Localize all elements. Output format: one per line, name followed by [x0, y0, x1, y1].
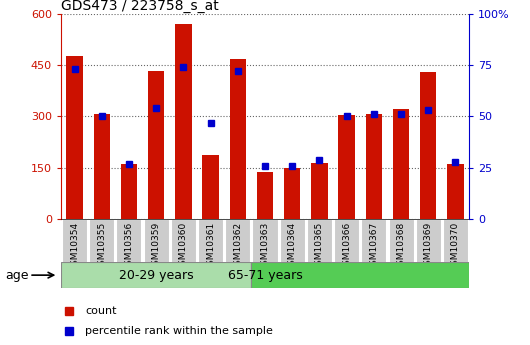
Text: GSM10369: GSM10369: [424, 222, 432, 271]
Text: count: count: [85, 306, 117, 315]
Bar: [144, 219, 169, 273]
Text: GSM10365: GSM10365: [315, 222, 324, 271]
Bar: [307, 219, 332, 273]
Bar: [447, 164, 464, 219]
Bar: [388, 219, 413, 273]
Bar: [62, 219, 87, 273]
Bar: [148, 71, 164, 219]
Text: GSM10356: GSM10356: [125, 222, 134, 271]
Bar: [443, 219, 468, 273]
Text: GSM10363: GSM10363: [261, 222, 269, 271]
Bar: [252, 219, 278, 273]
Text: GSM10367: GSM10367: [369, 222, 378, 271]
Bar: [175, 24, 191, 219]
Bar: [171, 219, 196, 273]
Text: percentile rank within the sample: percentile rank within the sample: [85, 326, 273, 336]
Bar: [393, 109, 409, 219]
Text: GSM10370: GSM10370: [451, 222, 460, 271]
Bar: [339, 115, 355, 219]
Text: GSM10366: GSM10366: [342, 222, 351, 271]
Bar: [416, 219, 441, 273]
Text: GSM10359: GSM10359: [152, 222, 161, 271]
Text: GDS473 / 223758_s_at: GDS473 / 223758_s_at: [61, 0, 219, 13]
Bar: [251, 262, 469, 288]
Bar: [420, 72, 436, 219]
Bar: [225, 219, 250, 273]
Bar: [229, 59, 246, 219]
Bar: [89, 219, 114, 273]
Text: GSM10362: GSM10362: [233, 222, 242, 271]
Text: GSM10361: GSM10361: [206, 222, 215, 271]
Bar: [284, 168, 301, 219]
Bar: [366, 114, 382, 219]
Bar: [61, 262, 251, 288]
Text: GSM10360: GSM10360: [179, 222, 188, 271]
Bar: [117, 219, 142, 273]
Text: 20-29 years: 20-29 years: [119, 269, 193, 282]
Text: 65-71 years: 65-71 years: [227, 269, 303, 282]
Text: GSM10354: GSM10354: [70, 222, 79, 271]
Text: GSM10355: GSM10355: [98, 222, 106, 271]
Bar: [94, 114, 110, 219]
Bar: [334, 219, 359, 273]
Bar: [202, 155, 219, 219]
Bar: [66, 56, 83, 219]
Bar: [280, 219, 305, 273]
Text: GSM10364: GSM10364: [288, 222, 297, 271]
Bar: [311, 162, 328, 219]
Bar: [257, 172, 273, 219]
Bar: [361, 219, 386, 273]
Text: GSM10368: GSM10368: [396, 222, 405, 271]
Bar: [121, 164, 137, 219]
Text: age: age: [5, 269, 29, 282]
Bar: [198, 219, 223, 273]
